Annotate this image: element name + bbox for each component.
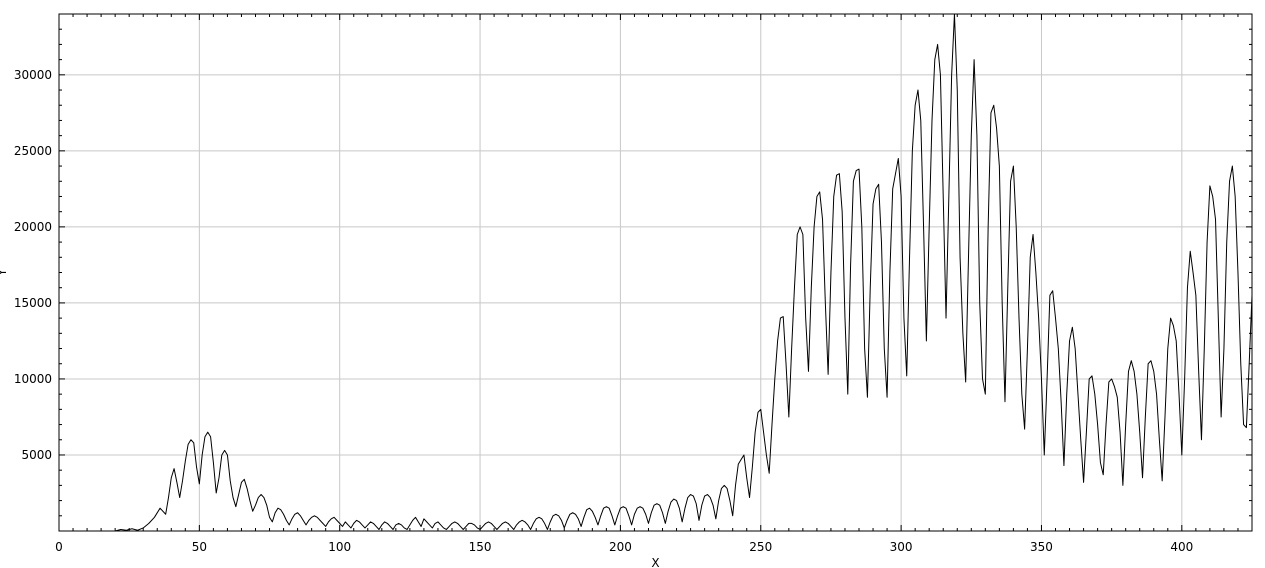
- y-tick-label: 15000: [14, 296, 52, 310]
- x-tick-label: 50: [192, 540, 207, 554]
- y-tick-label: 5000: [21, 448, 52, 462]
- x-tick-label: 300: [890, 540, 913, 554]
- x-tick-label: 400: [1170, 540, 1193, 554]
- x-axis-label: X: [651, 556, 659, 568]
- x-tick-label: 150: [469, 540, 492, 554]
- x-tick-label: 100: [328, 540, 351, 554]
- y-tick-label: 25000: [14, 144, 52, 158]
- grid-lines: [59, 14, 1252, 531]
- y-axis-label: Y: [0, 268, 9, 277]
- x-tick-label: 200: [609, 540, 632, 554]
- plot-frame: [58, 13, 1253, 532]
- x-tick-label: 0: [55, 540, 63, 554]
- series-layer: [115, 13, 1253, 532]
- y-tick-label: 20000: [14, 220, 52, 234]
- y-tick-label: 10000: [14, 372, 52, 386]
- y-axis-ticks: 5000 10000 15000 20000 25000 30000: [14, 68, 52, 462]
- x-tick-label: 350: [1030, 540, 1053, 554]
- y-tick-label: 30000: [14, 68, 52, 82]
- x-tick-label: 250: [749, 540, 772, 554]
- minor-ticks: [58, 13, 1253, 531]
- x-axis-ticks: 0 50 100 150 200 250 300 350 400: [55, 540, 1193, 554]
- series-line-0: [115, 13, 1253, 532]
